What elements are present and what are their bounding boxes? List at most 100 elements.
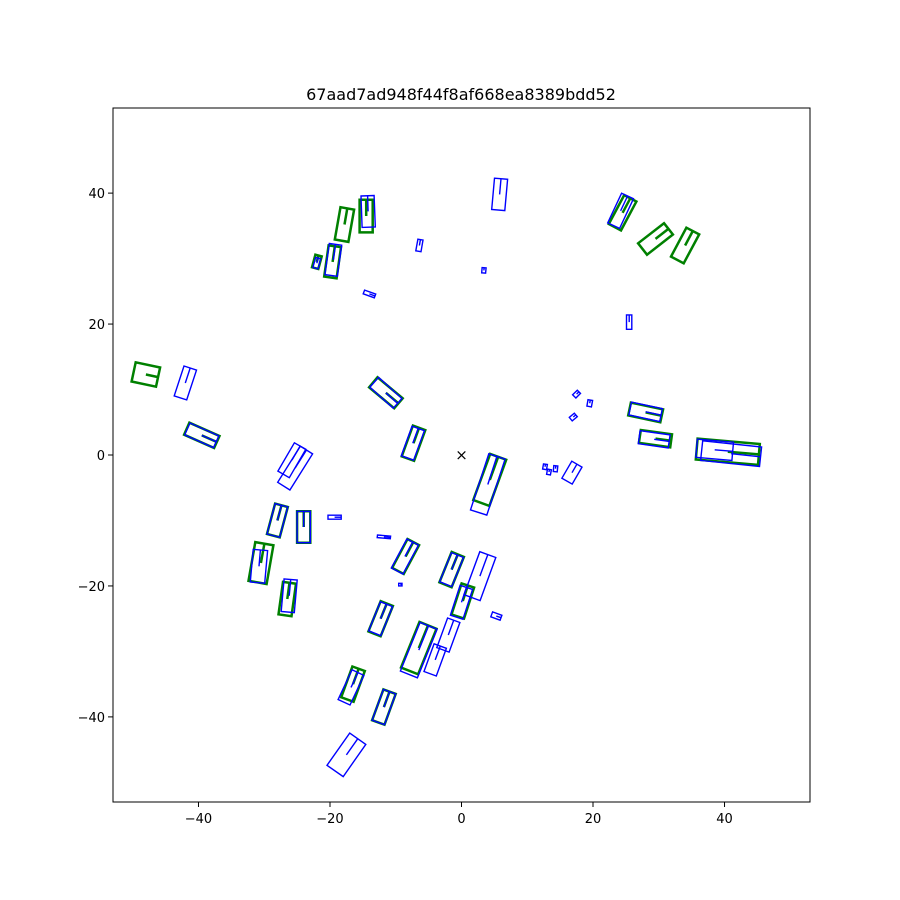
- x-tick-label: 0: [457, 812, 465, 827]
- heading-blue-44: [383, 691, 391, 708]
- bbox-blue-22: [469, 452, 506, 516]
- bbox-blue-17: [568, 412, 579, 422]
- heading-blue-20: [714, 449, 733, 452]
- heading-blue-38: [496, 615, 502, 619]
- heading-blue-17: [572, 414, 577, 418]
- bbox-blue-9: [173, 365, 198, 401]
- heading-blue-19: [654, 438, 670, 443]
- bbox-green-1: [333, 205, 356, 244]
- heading-green-12: [655, 437, 672, 443]
- y-tick-label: 40: [88, 187, 105, 202]
- heading-blue-2: [316, 257, 319, 264]
- x-tick-label: 40: [716, 812, 733, 827]
- bbox-blue-43: [337, 668, 365, 706]
- x-tick-label: −20: [316, 812, 343, 827]
- heading-green-7: [145, 373, 159, 379]
- bbox-blue-25: [552, 464, 559, 473]
- bbox-blue-45: [326, 732, 367, 778]
- y-tick-label: 20: [88, 318, 105, 333]
- bbox-blue-1: [324, 242, 343, 278]
- bbox-green-5: [636, 221, 675, 257]
- chart-title: 67aad7ad948f44f8af668ea8389bdd52: [306, 85, 616, 104]
- bbox-blue-40: [435, 617, 461, 653]
- heading-blue-1: [332, 244, 337, 260]
- y-axis: −40 −20 0 20 40: [78, 187, 113, 726]
- heading-blue-33: [404, 541, 414, 557]
- bbox-blue-35: [463, 550, 497, 602]
- heading-blue-15: [576, 391, 580, 395]
- bbox-blue-12: [400, 425, 426, 462]
- heading-blue-41: [418, 625, 430, 651]
- bbox-blue-11: [368, 376, 403, 410]
- bbox-blue-19: [637, 429, 671, 449]
- heading-blue-4: [498, 178, 502, 195]
- y-tick-label: −20: [78, 580, 105, 595]
- y-tick-label: −40: [78, 711, 105, 726]
- heading-blue-21: [731, 453, 761, 458]
- bbox-blue-31: [249, 548, 269, 584]
- bbox-blue-14: [276, 445, 314, 491]
- heading-blue-22: [487, 456, 498, 485]
- bbox-green-18: [277, 580, 298, 618]
- bbox-blue-24: [545, 468, 553, 476]
- heading-blue-30: [383, 536, 391, 539]
- bbox-blue-10: [183, 422, 220, 449]
- bbox-blue-15: [571, 389, 582, 399]
- heading-blue-27: [276, 505, 283, 521]
- boxes-layer: [130, 177, 763, 778]
- heading-blue-8: [619, 195, 629, 212]
- bbox-blue-42: [423, 642, 448, 677]
- heading-blue-16: [589, 399, 591, 404]
- heading-blue-32: [288, 579, 292, 596]
- heading-blue-23: [544, 464, 547, 467]
- heading-blue-40: [447, 620, 455, 636]
- heading-blue-42: [434, 645, 441, 661]
- bbox-green-24: [339, 664, 367, 704]
- heading-green-5: [654, 227, 670, 240]
- y-tick-label: 0: [97, 449, 105, 464]
- heading-blue-10: [201, 434, 217, 443]
- bbox-blue-37: [449, 584, 474, 621]
- bbox-blue-5: [480, 266, 487, 274]
- heading-green-6: [683, 230, 694, 247]
- bbox-blue-39: [367, 600, 394, 637]
- bbox-blue-32: [280, 578, 298, 614]
- heading-blue-37: [460, 587, 468, 603]
- bbox-blue-4: [490, 177, 509, 212]
- bbox-green-21: [449, 581, 476, 621]
- bbox-blue-38: [489, 611, 503, 622]
- bbox-blue-33: [390, 538, 420, 575]
- bbox-blue-27: [266, 502, 289, 539]
- ego-layer: ×: [455, 446, 468, 464]
- ego-marker: ×: [455, 446, 468, 464]
- heading-green-23: [417, 624, 430, 649]
- heading-blue-14: [294, 449, 308, 469]
- bbox-blue-21: [699, 440, 763, 468]
- bbox-blue-23: [541, 463, 549, 471]
- heading-blue-6: [369, 293, 376, 297]
- heading-green-1: [343, 208, 349, 225]
- bbox-blue-28: [296, 510, 311, 544]
- heading-blue-39: [379, 603, 388, 619]
- bbox-green-4: [607, 193, 639, 233]
- bbox-blue-16: [586, 398, 594, 408]
- bbox-blue-7: [625, 314, 633, 330]
- heading-blue-43: [350, 672, 359, 688]
- x-tick-label: 20: [585, 812, 602, 827]
- plot-area: ×: [112, 107, 811, 803]
- bbox-green-6: [669, 226, 701, 265]
- heading-blue-26: [571, 463, 578, 474]
- bbox-blue-3: [414, 238, 424, 253]
- x-axis: −40 −20 0 20 40: [185, 802, 733, 827]
- bbox-green-17: [247, 540, 275, 586]
- heading-blue-9: [184, 367, 191, 384]
- heading-blue-12: [412, 428, 419, 444]
- x-tick-label: −40: [185, 812, 212, 827]
- heading-green-18: [286, 582, 291, 600]
- heading-blue-45: [345, 738, 359, 756]
- bbox-blue-26: [560, 460, 583, 486]
- bbox-blue-0: [360, 194, 377, 229]
- bbox-blue-2: [312, 256, 322, 270]
- heading-blue-3: [418, 239, 422, 246]
